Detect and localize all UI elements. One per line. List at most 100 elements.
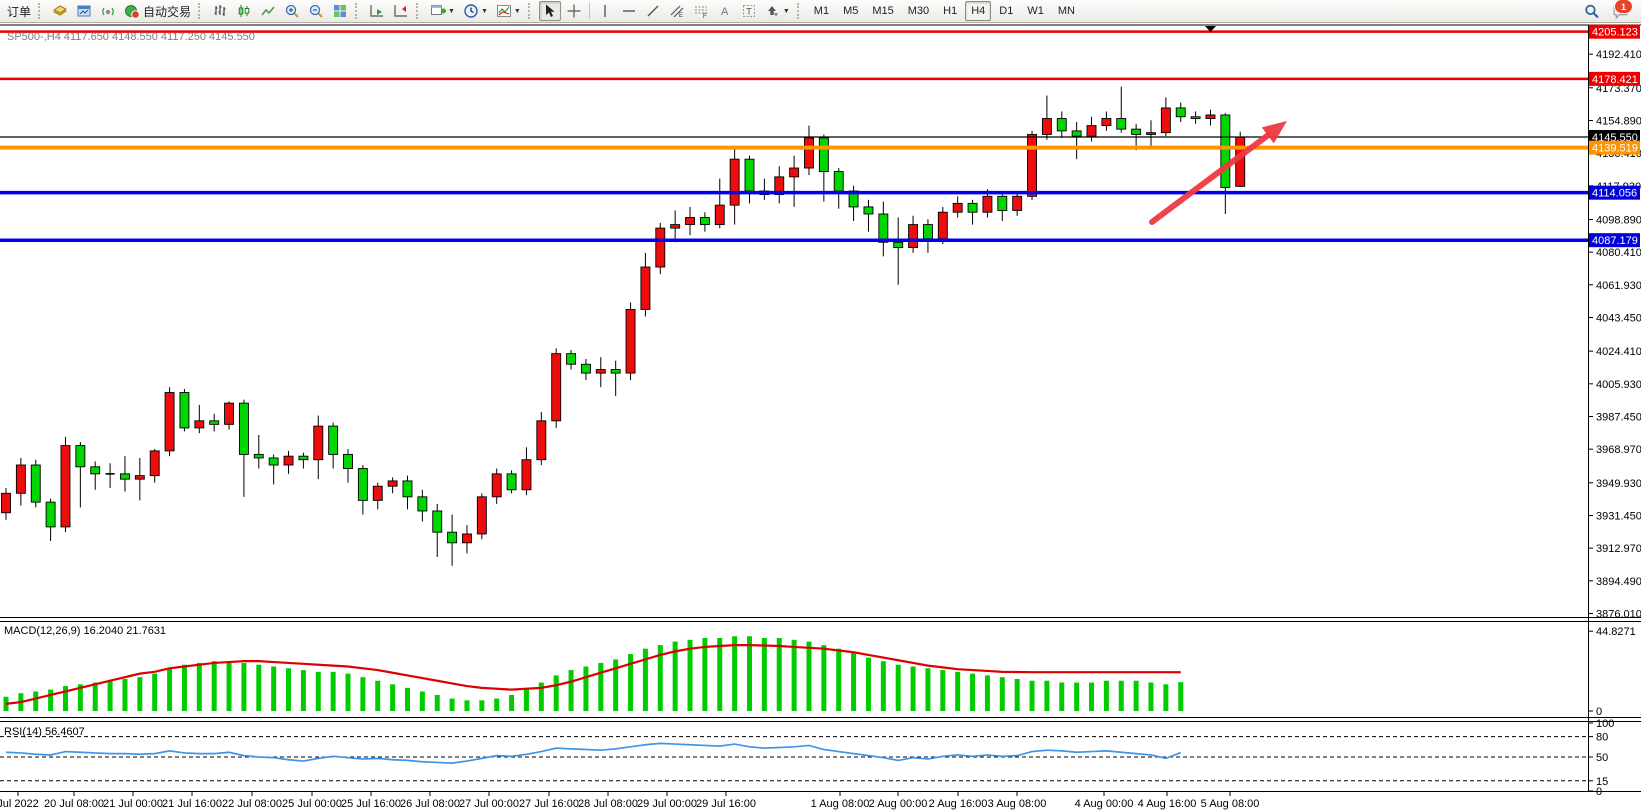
tf-button-MN[interactable]: MN xyxy=(1057,5,1075,17)
chart-window-icon[interactable] xyxy=(73,1,95,21)
time-tick-label: 25 Jul 16:00 xyxy=(341,798,401,810)
macd-histogram-bar xyxy=(33,691,39,711)
time-tick-label: Jul 2022 xyxy=(0,798,39,810)
svg-text:E: E xyxy=(679,13,683,19)
bear-candle xyxy=(75,445,86,468)
zoom-out-icon[interactable] xyxy=(305,1,327,21)
macd-histogram-bar xyxy=(211,661,217,711)
trendline-tool[interactable] xyxy=(642,1,664,21)
bear-candle xyxy=(1071,130,1082,137)
chart-shift-icon[interactable] xyxy=(390,1,412,21)
horizontal-line-tool[interactable] xyxy=(618,1,640,21)
text-tool[interactable]: A xyxy=(714,1,736,21)
time-tick-label: 20 Jul 08:00 xyxy=(44,798,104,810)
bear-candle xyxy=(744,158,755,192)
bear-candle xyxy=(1056,118,1067,132)
trend-arrow-head xyxy=(1261,121,1287,144)
macd-histogram-bar xyxy=(152,673,158,711)
macd-label: MACD(12,26,9) 16.2040 21.7631 xyxy=(4,625,166,637)
toolbar-separator xyxy=(588,3,590,19)
new-chart-button[interactable]: ▼ xyxy=(427,1,458,21)
indicators-icon[interactable]: ▼ xyxy=(493,1,524,21)
bull-candle xyxy=(551,353,562,422)
macd-histogram-bar xyxy=(449,698,455,711)
tf-button-W1[interactable]: W1 xyxy=(1027,5,1044,17)
equidistant-channel-tool[interactable]: E xyxy=(666,1,688,21)
fibonacci-tool[interactable]: F xyxy=(690,1,712,21)
bull-candle xyxy=(536,420,547,461)
macd-histogram-bar xyxy=(77,684,83,711)
bull-candle xyxy=(387,480,398,487)
tf-button-M1[interactable]: M1 xyxy=(813,5,830,17)
time-tick-label: 27 Jul 16:00 xyxy=(519,798,579,810)
autotrading-button[interactable]: 自动交易 xyxy=(121,1,194,21)
quotes-icon[interactable] xyxy=(49,1,71,21)
macd-signal-line xyxy=(5,644,1181,705)
bull-candle xyxy=(774,176,785,195)
bull-candle xyxy=(1101,118,1112,127)
new-order-button[interactable]: 订单 xyxy=(4,1,34,21)
timeframe-bar: M1 M5 M15 M30 H1 H4 D1 W1 MN xyxy=(807,1,1082,21)
tf-button-M15[interactable]: M15 xyxy=(872,5,894,17)
macd-histogram-bar xyxy=(628,654,634,711)
bear-candle xyxy=(922,224,933,240)
bull-candle xyxy=(164,392,175,452)
vertical-line-tool[interactable] xyxy=(594,1,616,21)
price-tick-label: 3894.490 xyxy=(1596,576,1641,588)
bull-candle xyxy=(1146,132,1156,135)
dropdown-caret: ▼ xyxy=(513,7,521,15)
price-tick-label: 4043.450 xyxy=(1596,312,1641,324)
bear-candle xyxy=(45,501,56,528)
tf-button-H1[interactable]: H1 xyxy=(943,5,958,17)
macd-histogram-bar xyxy=(434,694,440,711)
rsi-scale-label: 15 xyxy=(1596,776,1608,788)
tf-button-H4[interactable]: H4 xyxy=(965,1,992,21)
price-badge xyxy=(1589,24,1640,39)
bar-chart-icon[interactable] xyxy=(209,1,231,21)
zoom-in-icon[interactable] xyxy=(281,1,303,21)
bull-candle xyxy=(952,202,963,213)
bull-candle xyxy=(908,224,919,249)
crosshair-tool-button[interactable] xyxy=(563,1,585,21)
bear-candle xyxy=(179,392,190,429)
line-chart-icon[interactable] xyxy=(257,1,279,21)
tf-button-M5[interactable]: M5 xyxy=(843,5,859,17)
trend-arrow-annotation xyxy=(1149,132,1271,225)
candlestick-chart-icon[interactable] xyxy=(233,1,255,21)
tile-windows-icon[interactable] xyxy=(329,1,351,21)
macd-histogram-bar xyxy=(464,700,470,711)
toolbar-grip xyxy=(355,3,362,19)
cursor-tool-button[interactable] xyxy=(538,1,561,21)
bull-candle xyxy=(462,533,472,544)
svg-text:A: A xyxy=(721,6,729,18)
search-icon[interactable] xyxy=(1580,1,1603,21)
bear-candle xyxy=(566,353,577,365)
tf-button-D1[interactable]: D1 xyxy=(999,5,1014,17)
tf-button-M30[interactable]: M30 xyxy=(907,5,930,17)
bear-candle xyxy=(268,457,279,466)
bull-candle xyxy=(595,369,606,374)
auto-scroll-icon[interactable] xyxy=(366,1,388,21)
time-tick-label: 2 Aug 16:00 xyxy=(929,798,988,810)
bull-candle xyxy=(1012,195,1023,211)
toolbar-grip xyxy=(38,3,45,19)
chat-icon[interactable]: 1 xyxy=(1610,0,1633,21)
bull-candle xyxy=(283,455,294,466)
macd-scale-min: 0 xyxy=(1596,706,1602,718)
rsi-scale-label: 100 xyxy=(1596,718,1614,730)
period-clock-icon[interactable]: ▼ xyxy=(460,1,491,21)
time-tick-label: 2 Aug 00:00 xyxy=(869,798,928,810)
signal-icon[interactable] xyxy=(97,1,119,21)
macd-histogram-bar xyxy=(1074,682,1080,711)
arrows-shapes-tool[interactable]: ▼ xyxy=(762,1,793,21)
text-label-tool[interactable]: T xyxy=(738,1,760,21)
bear-candle xyxy=(1190,116,1201,119)
bear-candle xyxy=(699,217,710,226)
bear-candle xyxy=(30,464,41,503)
bull-candle xyxy=(937,211,948,240)
svg-text:T: T xyxy=(746,7,752,17)
bull-candle xyxy=(625,308,636,374)
macd-histogram-bar xyxy=(642,648,648,711)
macd-histogram-bar xyxy=(196,662,202,711)
